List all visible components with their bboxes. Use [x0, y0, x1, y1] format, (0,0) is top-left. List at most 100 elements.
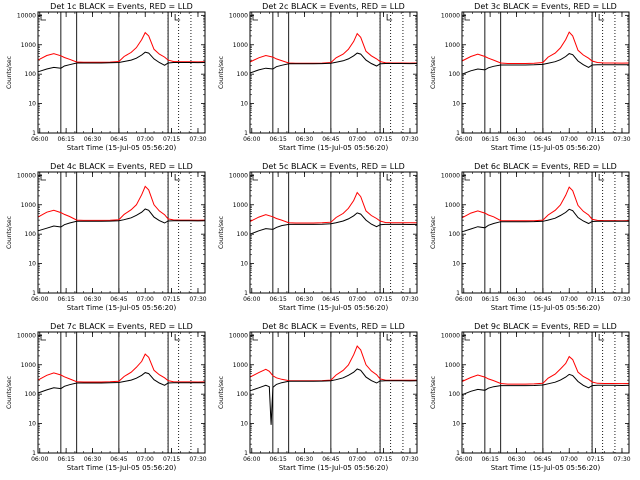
- bracket-mark: [252, 334, 258, 341]
- y-axis-label: Counts/sec: [430, 56, 437, 89]
- chart-title: Det 2c BLACK = Events, RED = LLD: [262, 2, 405, 11]
- x-tick-label: 07:15: [375, 296, 392, 303]
- y-tick-label: 1000: [233, 202, 248, 209]
- x-tick-label: 07:30: [189, 296, 206, 303]
- x-tick-label: 06:15: [481, 296, 498, 303]
- lld-rate-line: [37, 185, 206, 221]
- x-tick-label: 06:15: [481, 136, 498, 143]
- x-tick-label: 07:30: [189, 136, 206, 143]
- x-tick-label: 07:15: [375, 136, 392, 143]
- x-tick-label: 06:00: [455, 456, 472, 463]
- y-tick-label: 10: [28, 101, 36, 108]
- x-tick-label: 06:15: [57, 456, 74, 463]
- y-tick-label: 10: [240, 101, 248, 108]
- y-tick-label: 10: [240, 421, 248, 428]
- x-tick-label: 06:30: [508, 456, 525, 463]
- bracket-mark: [174, 334, 181, 341]
- bracket-mark: [174, 14, 181, 21]
- plot-frame: [37, 171, 206, 294]
- events-rate-line: [37, 208, 206, 232]
- y-tick-label: 10000: [229, 332, 248, 339]
- x-tick-label: 07:00: [561, 136, 578, 143]
- x-tick-label: 07:30: [401, 296, 418, 303]
- y-tick-label: 100: [237, 231, 249, 238]
- bracket-mark: [386, 334, 393, 341]
- x-tick-label: 06:30: [84, 296, 101, 303]
- events-rate-line: [37, 372, 206, 394]
- plot-frame: [461, 11, 630, 134]
- bracket-mark: [598, 14, 605, 21]
- lld-rate-line: [37, 31, 206, 63]
- x-tick-label: 07:15: [375, 456, 392, 463]
- y-tick-label: 10000: [229, 172, 248, 179]
- lld-rate-line: [461, 31, 630, 64]
- bracket-mark: [40, 174, 46, 181]
- x-tick-label: 06:00: [455, 136, 472, 143]
- y-tick-label: 1000: [233, 42, 248, 49]
- x-tick-label: 06:30: [508, 296, 525, 303]
- x-axis-label: Start Time (15-Jul-05 05:56:20): [67, 144, 177, 152]
- events-rate-line: [37, 51, 206, 73]
- chart-panel-9: Det 9c BLACK = Events, RED = LLD Counts/s…: [430, 322, 631, 472]
- y-tick-label: 1000: [21, 42, 36, 49]
- chart-title: Det 3c BLACK = Events, RED = LLD: [474, 2, 617, 11]
- bracket-mark: [252, 14, 258, 21]
- bracket-mark: [464, 174, 470, 181]
- x-tick-label: 06:00: [31, 456, 48, 463]
- x-axis-label: Start Time (15-Jul-05 05:56:20): [491, 144, 601, 152]
- x-tick-label: 07:15: [587, 136, 604, 143]
- x-tick-label: 06:00: [455, 296, 472, 303]
- y-tick-label: 1: [32, 290, 36, 297]
- plot-frame: [249, 11, 418, 134]
- x-tick-label: 07:15: [163, 456, 180, 463]
- x-axis-label: Start Time (15-Jul-05 05:56:20): [491, 464, 601, 472]
- y-tick-label: 1: [456, 290, 460, 297]
- x-tick-label: 06:45: [534, 136, 551, 143]
- x-tick-label: 06:45: [534, 456, 551, 463]
- x-tick-label: 06:45: [110, 296, 127, 303]
- y-axis-label: Counts/sec: [6, 216, 13, 249]
- chart-title: Det 8c BLACK = Events, RED = LLD: [262, 322, 405, 331]
- y-tick-label: 10000: [17, 172, 36, 179]
- x-tick-label: 06:30: [296, 456, 313, 463]
- x-axis-label: Start Time (15-Jul-05 05:56:20): [67, 464, 177, 472]
- bracket-mark: [598, 174, 605, 181]
- events-rate-line: [249, 52, 418, 74]
- chart-title: Det 1c BLACK = Events, RED = LLD: [50, 2, 193, 11]
- chart-panel-7: Det 7c BLACK = Events, RED = LLD Counts/s…: [6, 322, 207, 472]
- x-axis-label: Start Time (15-Jul-05 05:56:20): [67, 304, 177, 312]
- y-tick-label: 1: [244, 130, 248, 137]
- x-tick-label: 07:00: [137, 136, 154, 143]
- y-tick-label: 10: [452, 261, 460, 268]
- chart-title: Det 7c BLACK = Events, RED = LLD: [50, 322, 193, 331]
- y-tick-label: 100: [449, 231, 461, 238]
- bracket-mark: [252, 174, 258, 181]
- y-tick-label: 100: [25, 71, 37, 78]
- x-tick-label: 06:00: [31, 136, 48, 143]
- x-tick-label: 06:30: [84, 456, 101, 463]
- events-rate-line: [249, 212, 418, 235]
- x-tick-label: 06:45: [110, 456, 127, 463]
- events-rate-line: [249, 368, 418, 425]
- x-tick-label: 07:30: [401, 456, 418, 463]
- plot-frame: [37, 331, 206, 454]
- bracket-mark: [40, 334, 46, 341]
- y-tick-label: 1: [244, 450, 248, 457]
- x-tick-label: 07:00: [137, 456, 154, 463]
- x-tick-label: 07:30: [613, 136, 630, 143]
- y-tick-label: 10000: [229, 12, 248, 19]
- chart-title: Det 9c BLACK = Events, RED = LLD: [474, 322, 617, 331]
- chart-panel-2: Det 2c BLACK = Events, RED = LLD Counts/s…: [218, 2, 419, 152]
- x-axis-label: Start Time (15-Jul-05 05:56:20): [491, 304, 601, 312]
- x-tick-label: 06:30: [296, 136, 313, 143]
- y-tick-label: 10: [240, 261, 248, 268]
- x-tick-label: 07:30: [401, 136, 418, 143]
- x-tick-label: 06:00: [243, 296, 260, 303]
- y-tick-label: 1: [456, 450, 460, 457]
- y-tick-label: 1000: [21, 202, 36, 209]
- lld-rate-line: [461, 355, 630, 385]
- events-rate-line: [461, 53, 630, 75]
- chart-panel-4: Det 4c BLACK = Events, RED = LLD Counts/s…: [6, 162, 207, 312]
- bracket-mark: [386, 174, 393, 181]
- y-tick-label: 1: [32, 450, 36, 457]
